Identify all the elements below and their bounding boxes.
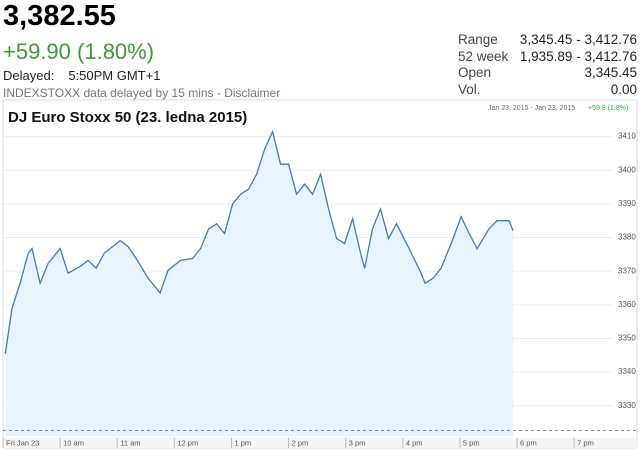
source-note[interactable]: INDEXSTOXX data delayed by 15 mins - Dis… <box>3 86 281 100</box>
x-tick-label: 12 pm <box>177 438 198 447</box>
stat-row: Vol. 0.00 <box>458 82 637 99</box>
x-tick-label: 1 pm <box>234 438 251 447</box>
x-tick-label: 7 pm <box>577 438 594 447</box>
stats-table: Range 3,345.45 - 3,412.76 52 week 1,935.89 … <box>458 32 637 98</box>
y-tick-label: 3380 <box>618 233 636 242</box>
x-tick-label: 5 pm <box>463 438 480 447</box>
y-tick-label: 3370 <box>618 266 636 275</box>
price-line <box>4 129 514 354</box>
price: 3,382.55 <box>3 0 116 32</box>
x-tick-label: 10 am <box>63 438 84 447</box>
y-tick-label: 3330 <box>618 401 636 410</box>
chart-title: DJ Euro Stoxx 50 (23. ledna 2015) <box>8 109 247 126</box>
date-range: Jan 23, 2015 - Jan 23, 2015 <box>488 105 575 112</box>
change-label: +59.9 (1.8%) <box>588 105 628 112</box>
stat-row: 52 week 1,935.89 - 3,412.76 <box>458 49 637 66</box>
delayed-label: Delayed: <box>3 68 55 83</box>
x-tick-label: 2 pm <box>292 438 309 447</box>
y-tick-label: 3350 <box>618 334 636 343</box>
x-tick-label: 6 pm <box>520 438 537 447</box>
x-tick-label: Fri Jan 23 <box>6 438 39 447</box>
stat-row: Open 3,345.45 <box>458 65 637 82</box>
stat-value: 3,345.45 - 3,412.76 <box>519 32 637 47</box>
change: +59.90 (1.80%) <box>3 39 155 64</box>
x-tick-label: 11 am <box>120 438 140 447</box>
x-tick-label: 4 pm <box>406 438 423 447</box>
stat-label: Open <box>458 65 492 80</box>
y-tick-label: 3400 <box>618 165 636 174</box>
stat-value: 3,345.45 <box>584 65 637 80</box>
stat-label: 52 week <box>458 48 509 64</box>
area-fill <box>5 131 514 436</box>
stat-label: Range <box>458 32 498 47</box>
y-tick-label: 3390 <box>618 199 636 208</box>
stat-value: 1,935.89 - 3,412.76 <box>519 48 637 64</box>
delayed-time: 5:50PM GMT+1 <box>68 68 161 83</box>
x-tick-label: 3 pm <box>349 438 366 447</box>
y-tick-label: 3410 <box>618 132 636 141</box>
x-axis-band <box>3 438 637 448</box>
y-tick-label: 3360 <box>618 300 636 309</box>
delayed: Delayed: 5:50PM GMT+1 <box>3 68 160 83</box>
stat-label: Vol. <box>458 81 481 97</box>
y-tick-label: 3340 <box>618 367 636 376</box>
stat-value: 0.00 <box>610 81 637 97</box>
stat-row: Range 3,345.45 - 3,412.76 <box>458 32 637 49</box>
